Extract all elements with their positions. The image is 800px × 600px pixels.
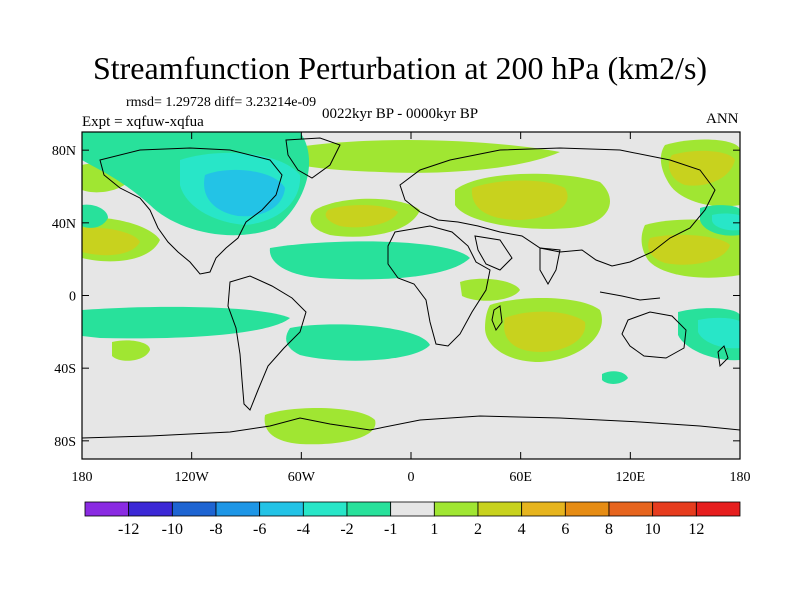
- season-label: ANN: [706, 111, 739, 127]
- lat-tick-label: 80N: [52, 144, 76, 159]
- lon-tick-label: 180: [730, 470, 751, 485]
- plot-title: Streamfunction Perturbation at 200 hPa (…: [92, 50, 708, 86]
- colorbar-swatch: [390, 501, 435, 517]
- colorbar-label: 12: [688, 521, 704, 538]
- colorbar-swatch: [695, 501, 741, 517]
- lat-tick-label: 0: [69, 290, 76, 305]
- colorbar-swatch: [652, 501, 697, 517]
- colorbar: -12 -10 -8 -6 -4 -2 -1 1 2 4 6 8 10 12: [84, 501, 741, 538]
- anomaly-region: [325, 204, 398, 228]
- coastline-madagascar: [491, 305, 503, 332]
- anomaly-region: [286, 324, 430, 361]
- anomaly-region: [698, 317, 740, 349]
- lon-tick-label: 60W: [288, 470, 316, 485]
- anomaly-region: [471, 180, 568, 220]
- lon-tick-label: 60E: [509, 470, 532, 485]
- anomaly-region: [602, 371, 628, 384]
- colorbar-label: -6: [253, 521, 266, 538]
- map-axes: 80N 40N 0 40S 80S 180 120W 60W 0 60E 120E 180: [52, 132, 751, 485]
- anomaly-region: [82, 204, 108, 228]
- anomaly-region: [82, 306, 290, 339]
- colorbar-label: -12: [118, 521, 139, 538]
- colorbar-swatch: [259, 501, 304, 517]
- colorbar-label: -8: [209, 521, 222, 538]
- experiment-label: Expt = xqfuw-xqfua: [82, 114, 204, 130]
- colorbar-label: 2: [474, 521, 482, 538]
- colorbar-label: -10: [162, 521, 183, 538]
- anomaly-region: [112, 340, 150, 361]
- anomaly-region: [264, 408, 376, 445]
- colorbar-swatch: [302, 501, 348, 517]
- colorbar-swatch: [215, 501, 261, 517]
- colorbar-label: -4: [297, 521, 310, 538]
- coastline-eurasia: [399, 147, 716, 267]
- coastlines: [82, 137, 740, 439]
- anomaly-region: [712, 213, 740, 231]
- anomaly-region: [270, 140, 560, 173]
- colorbar-swatch: [171, 501, 217, 517]
- lon-tick-label: 120W: [175, 470, 210, 485]
- coastline-antarctica: [82, 415, 740, 439]
- colorbar-label: 1: [430, 521, 438, 538]
- colorbar-swatch: [608, 501, 654, 517]
- anomaly-region: [668, 150, 735, 186]
- coastline-new-zealand: [717, 345, 729, 368]
- colorbar-swatch: [433, 501, 479, 517]
- lon-tick-label: 0: [408, 470, 415, 485]
- lon-tick-label: 120E: [616, 470, 646, 485]
- period-label: 0022kyr BP - 0000kyr BP: [322, 106, 479, 122]
- anomaly-region: [204, 169, 285, 217]
- colorbar-label: -1: [384, 521, 397, 538]
- coastline-greenland: [285, 137, 341, 179]
- coastline-india: [539, 247, 561, 286]
- colorbar-label: 6: [561, 521, 569, 538]
- colorbar-label: 4: [518, 521, 526, 538]
- colorbar-swatch: [128, 501, 173, 517]
- colorbar-label: 8: [605, 521, 613, 538]
- colorbar-swatch: [346, 501, 392, 517]
- anomaly-region: [648, 234, 730, 265]
- stats-label: rmsd= 1.29728 diff= 3.23214e-09: [126, 95, 317, 110]
- lat-tick-label: 40N: [52, 217, 76, 232]
- anomaly-region: [504, 311, 586, 352]
- anomaly-region: [82, 227, 140, 256]
- coastline-indonesia: [599, 291, 661, 301]
- coastline-africa: [387, 225, 491, 347]
- colorbar-label: 10: [645, 521, 661, 538]
- coastline-australia: [621, 311, 687, 359]
- anomaly-region: [269, 241, 470, 280]
- colorbar-swatch: [521, 501, 566, 517]
- anomaly-region: [460, 278, 520, 301]
- contour-field: [82, 132, 740, 445]
- colorbar-swatch: [564, 501, 610, 517]
- coastline-arabia: [474, 235, 513, 271]
- colorbar-label: -2: [340, 521, 353, 538]
- lat-tick-label: 80S: [54, 435, 76, 450]
- lat-tick-label: 40S: [54, 362, 76, 377]
- colorbar-swatch: [477, 501, 523, 517]
- coastline-north-america: [99, 147, 283, 275]
- lon-tick-label: 180: [72, 470, 93, 485]
- coastline-south-america: [227, 275, 307, 411]
- colorbar-swatch: [84, 501, 130, 517]
